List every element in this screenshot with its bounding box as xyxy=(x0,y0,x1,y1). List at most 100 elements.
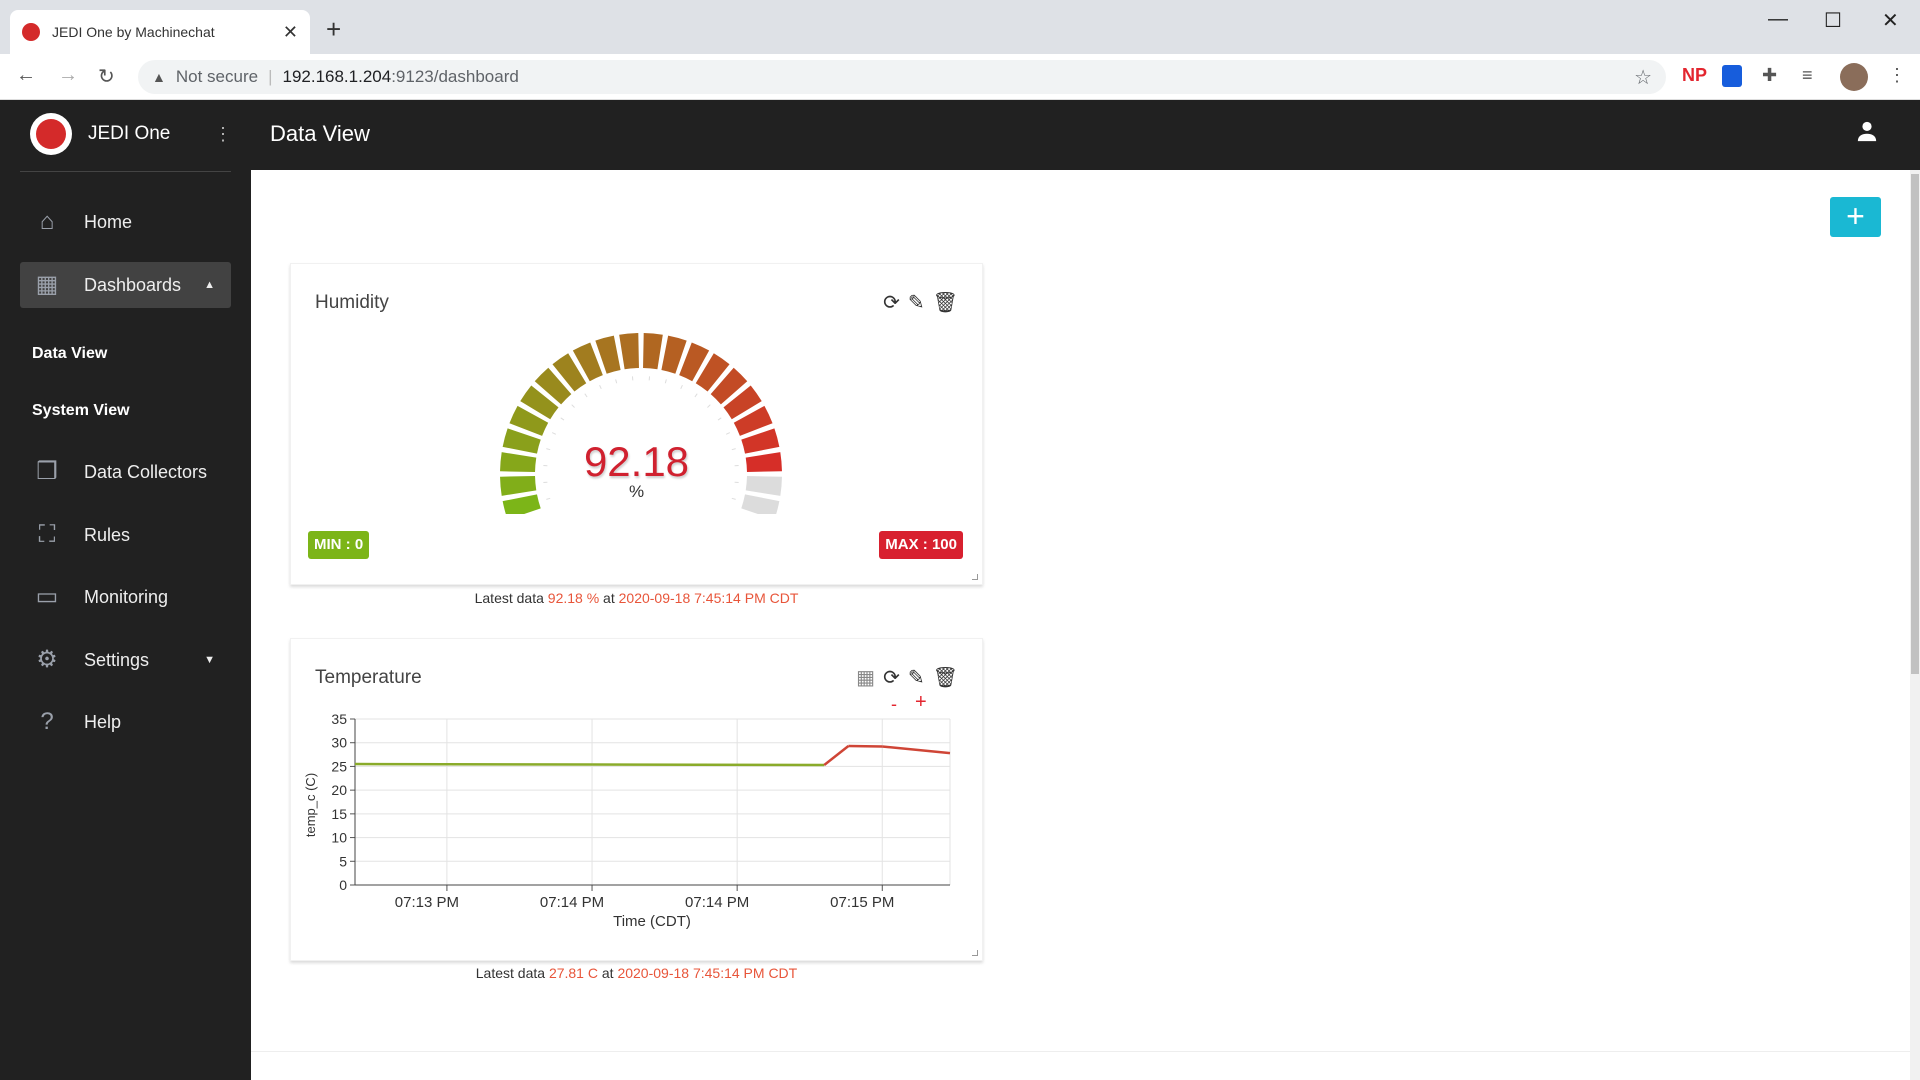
gauge-segment xyxy=(710,367,748,405)
gauge-segment xyxy=(679,342,710,382)
browser-tab-strip xyxy=(0,0,1920,54)
gauge-segment xyxy=(741,494,780,514)
sidebar-item-label: Rules xyxy=(84,524,131,545)
gauge-tick xyxy=(560,417,565,421)
gauge-segment xyxy=(643,333,663,370)
gauge-segment xyxy=(552,353,587,392)
sidebar-item-label: Dashboards xyxy=(84,274,182,295)
sidebar-item-label: Settings xyxy=(84,649,150,670)
sitemap-icon: ⛶ xyxy=(38,521,56,548)
gauge-value: 92.18 xyxy=(583,438,690,485)
tab-title: JEDI One by Machinechat xyxy=(52,24,215,40)
warning-icon: ▲ xyxy=(152,69,166,85)
close-tab-icon[interactable]: ✕ xyxy=(282,21,298,42)
sidebar-item-system-view[interactable]: System View xyxy=(32,402,130,419)
humidity-card: Humidity ⟳ ✎ 🗑 92.18 % MIN : 0 MAX : 100 xyxy=(290,263,983,585)
gauge-segment xyxy=(733,405,773,436)
y-axis-label: temp_c (C) xyxy=(303,773,318,837)
url-input[interactable]: ▲ Not secure | 192.168.1.204:9123/dashbo… xyxy=(138,60,1666,94)
extensions-puzzle-icon[interactable]: ✚ xyxy=(1762,65,1778,85)
reload-icon[interactable]: ↻ xyxy=(98,66,115,88)
url-path: :9123/dashboard xyxy=(391,67,519,86)
caret-up-icon: ▲ xyxy=(204,279,215,291)
zoom-in-button[interactable]: + xyxy=(915,691,927,713)
series-line-segment xyxy=(882,745,951,755)
delete-trash-icon[interactable]: 🗑 xyxy=(932,667,958,689)
bitwarden-extension-icon[interactable] xyxy=(1722,65,1742,87)
browser-menu-icon[interactable]: ⋮ xyxy=(1888,65,1906,85)
sidebar-item-data-view[interactable]: Data View xyxy=(32,345,108,362)
gauge-segment xyxy=(500,452,537,472)
zoom-out-button[interactable]: - xyxy=(891,694,897,714)
maximize-button[interactable]: ☐ xyxy=(1824,10,1842,32)
sidebar-item-help[interactable]: ? Help xyxy=(20,699,231,745)
gauge-segment xyxy=(500,476,537,496)
y-tick-label: 30 xyxy=(331,735,347,751)
temperature-latest-data: Latest data 27.81 C at 2020-09-18 7:45:1… xyxy=(475,965,798,981)
np-extension-icon[interactable]: NP xyxy=(1682,65,1708,85)
gauge-segment xyxy=(661,335,687,374)
gauge-segment xyxy=(695,353,730,392)
brand[interactable]: JEDI One xyxy=(30,113,170,155)
resize-handle[interactable] xyxy=(972,950,978,956)
temperature-card: Temperature ▦ ⟳ ✎ 🗑 - + temp_c (C) Time … xyxy=(290,638,983,961)
refresh-icon[interactable]: ⟳ xyxy=(883,667,900,689)
sidebar-item-data-collectors[interactable]: ❒ Data Collectors xyxy=(20,449,231,495)
profile-avatar[interactable] xyxy=(1840,63,1868,91)
gauge-tick xyxy=(584,393,588,398)
add-widget-button[interactable]: + xyxy=(1830,197,1881,237)
latest-time: 2020-09-18 7:45:14 PM CDT xyxy=(618,590,799,606)
close-window-button[interactable]: ✕ xyxy=(1882,10,1899,32)
sidebar-item-dashboards[interactable]: ▦ Dashboards ▲ xyxy=(20,262,231,308)
gauge-tick xyxy=(717,417,722,421)
back-icon[interactable]: ← xyxy=(16,64,36,86)
sidebar-item-rules[interactable]: ⛶ Rules xyxy=(20,512,231,558)
browser-tab[interactable]: JEDI One by Machinechat ✕ xyxy=(10,10,310,54)
dashboard-icon: ▦ xyxy=(35,271,59,298)
gear-icon: ⚙ xyxy=(36,646,58,673)
delete-trash-icon[interactable]: 🗑 xyxy=(932,292,958,314)
gauge-segment xyxy=(619,333,639,370)
page-scrollbar[interactable] xyxy=(1910,170,1920,1080)
y-tick-label: 25 xyxy=(331,758,347,774)
gauge-tick xyxy=(707,404,711,408)
humidity-latest-data: Latest data 92.18 % at 2020-09-18 7:45:1… xyxy=(474,590,799,606)
y-tick-label: 5 xyxy=(339,853,347,869)
gauge-tick xyxy=(731,448,736,451)
minimize-button[interactable]: — xyxy=(1768,8,1788,30)
user-account-icon[interactable] xyxy=(1856,120,1878,142)
gauge-segment xyxy=(723,385,762,420)
latest-time: 2020-09-18 7:45:14 PM CDT xyxy=(617,965,798,981)
max-badge: MAX : 100 xyxy=(879,531,963,559)
sidebar-item-settings[interactable]: ⚙ Settings ▼ xyxy=(20,637,231,683)
gauge-segment xyxy=(502,494,541,514)
sidebar-item-home[interactable]: ⌂ Home xyxy=(20,199,231,245)
help-icon: ? xyxy=(40,708,54,735)
temperature-title: Temperature xyxy=(315,667,422,688)
x-tick-label: 07:15 PM xyxy=(830,894,894,911)
gauge-segment xyxy=(572,342,603,382)
new-tab-button[interactable]: + xyxy=(326,14,342,44)
bookmark-star-icon[interactable]: ☆ xyxy=(1634,66,1652,89)
gauge-segment xyxy=(502,428,541,454)
calendar-icon[interactable]: ▦ xyxy=(856,667,876,689)
sidebar-item-monitoring[interactable]: ▭ Monitoring xyxy=(20,574,231,620)
forward-icon[interactable]: → xyxy=(58,64,78,86)
gauge-tick xyxy=(615,379,618,384)
gauge-segment xyxy=(520,385,559,420)
gauge-segment xyxy=(741,428,780,454)
app-header xyxy=(0,100,1920,170)
edit-pencil-icon[interactable]: ✎ xyxy=(907,667,925,689)
refresh-icon[interactable]: ⟳ xyxy=(883,292,900,314)
sidebar-item-label: Help xyxy=(84,711,122,732)
gauge-tick xyxy=(599,384,602,390)
media-control-icon[interactable]: ≡ xyxy=(1802,65,1813,85)
resize-handle[interactable] xyxy=(972,574,978,580)
humidity-gauge xyxy=(500,333,782,514)
gauge-unit: % xyxy=(628,482,645,501)
y-tick-label: 35 xyxy=(331,711,347,727)
sidebar-menu-icon[interactable]: ⋮ xyxy=(214,124,232,144)
x-tick-label: 07:13 PM xyxy=(395,894,459,911)
url-host: 192.168.1.204 xyxy=(282,67,392,86)
edit-pencil-icon[interactable]: ✎ xyxy=(907,292,925,314)
